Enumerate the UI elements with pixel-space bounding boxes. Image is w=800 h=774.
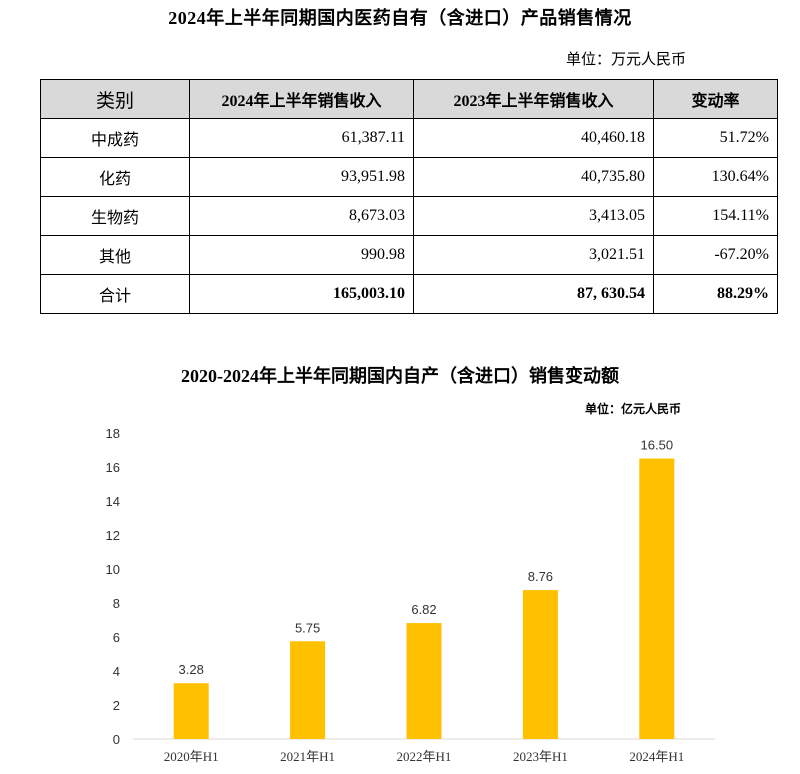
y-tick-label: 10 [106,562,120,577]
row-2023-revenue: 40,735.80 [413,157,654,197]
data-label: 6.82 [411,602,436,617]
table-title: 2024年上半年同期国内医药自有（含进口）产品销售情况 [168,8,632,28]
y-tick-label: 0 [113,732,120,747]
row-2023-revenue: 3,413.05 [413,196,654,236]
x-tick-label: 2022年H1 [397,749,452,764]
header-2024-revenue: 2024年上半年销售收入 [189,79,414,119]
row-change-rate: 130.64% [653,157,778,197]
bar [406,623,442,739]
x-tick-label: 2020年H1 [164,749,219,764]
row-2023-revenue: 3,021.51 [413,235,654,275]
data-label: 16.50 [641,438,674,453]
total-2024-revenue: 165,003.10 [189,274,414,314]
bar [290,641,326,739]
y-tick-label: 12 [106,528,120,543]
row-change-rate: 154.11% [653,196,778,236]
row-2024-revenue: 990.98 [189,235,414,275]
y-tick-label: 18 [106,426,120,441]
chart-title: 2020-2024年上半年同期国内自产（含进口）销售变动额 [181,366,619,386]
header-change-rate: 变动率 [653,79,778,119]
bar [639,458,675,739]
total-2023-revenue: 87, 630.54 [413,274,654,314]
row-category: 生物药 [40,196,190,236]
x-tick-label: 2024年H1 [629,749,684,764]
sales-table: 类别 2024年上半年销售收入 2023年上半年销售收入 变动率 中成药 61,… [40,79,778,314]
table-total-row: 合计 165,003.10 87, 630.54 88.29% [40,274,778,314]
total-label: 合计 [40,274,190,314]
data-label: 5.75 [295,620,320,635]
row-change-rate: 51.72% [653,118,778,158]
y-tick-label: 14 [106,494,120,509]
row-2024-revenue: 8,673.03 [189,196,414,236]
x-tick-label: 2021年H1 [280,749,335,764]
row-change-rate: -67.20% [653,235,778,275]
bar [522,590,558,739]
table-unit: 单位：万元人民币 [566,52,687,68]
table-row: 中成药 61,387.11 40,460.18 51.72% [40,118,778,158]
bar [173,683,209,739]
table-header-row: 类别 2024年上半年销售收入 2023年上半年销售收入 变动率 [40,79,778,119]
table-row: 其他 990.98 3,021.51 -67.20% [40,235,778,275]
header-category: 类别 [40,79,190,119]
y-tick-label: 8 [113,596,120,611]
row-2024-revenue: 61,387.11 [189,118,414,158]
data-label: 3.28 [179,662,204,677]
y-tick-label: 16 [106,460,120,475]
y-tick-label: 6 [113,630,120,645]
y-tick-label: 2 [113,698,120,713]
y-tick-label: 4 [113,664,120,679]
chart-unit: 单位：亿元人民币 [585,402,682,416]
table-row: 生物药 8,673.03 3,413.05 154.11% [40,196,778,236]
x-tick-label: 2023年H1 [513,749,568,764]
header-2023-revenue: 2023年上半年销售收入 [413,79,654,119]
data-label: 8.76 [528,569,553,584]
total-change-rate: 88.29% [653,274,778,314]
row-category: 中成药 [40,118,190,158]
